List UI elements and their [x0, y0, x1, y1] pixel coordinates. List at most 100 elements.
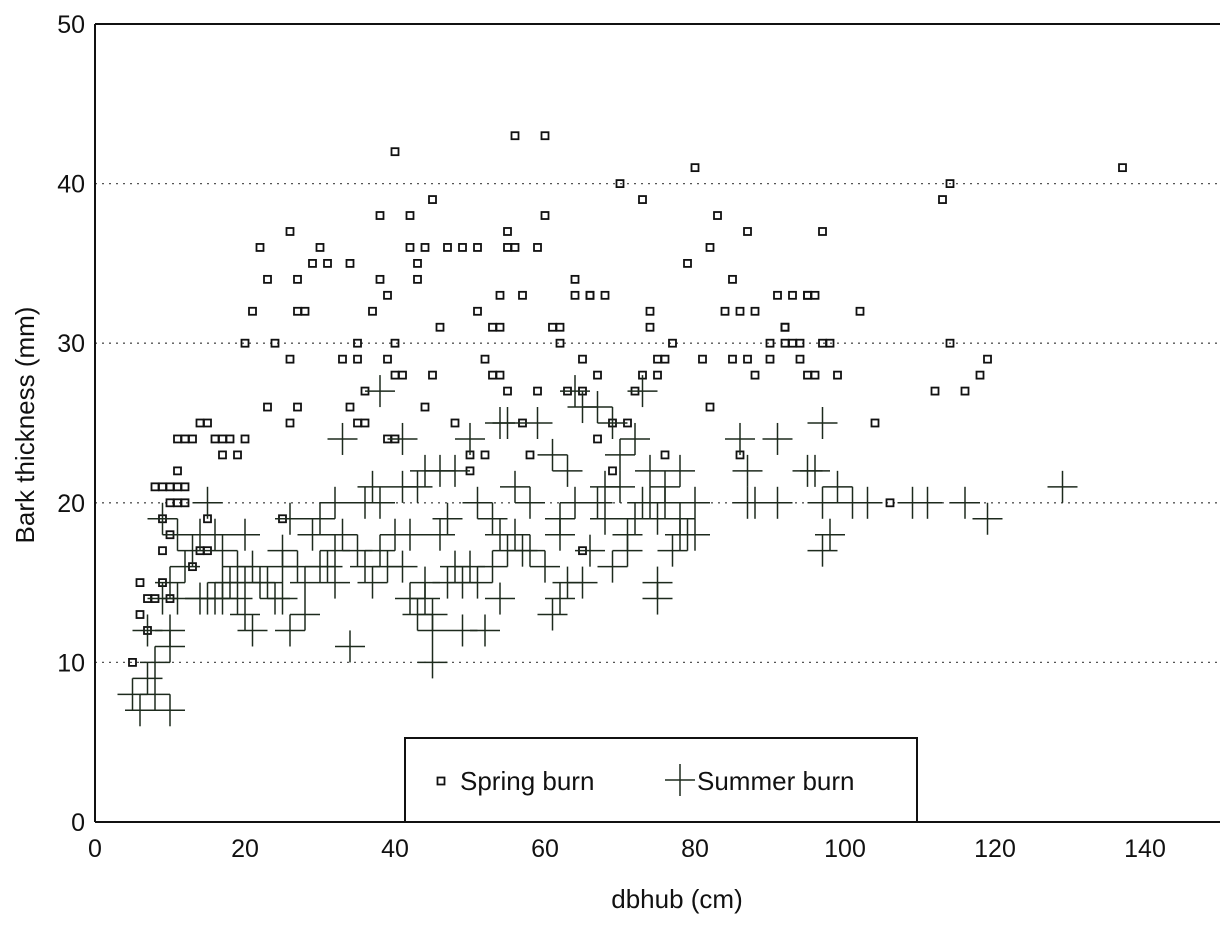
- summer-burn-point: [320, 566, 350, 599]
- spring-burn-point: [960, 386, 970, 396]
- spring-burn-point: [293, 306, 302, 316]
- spring-burn-point: [795, 354, 805, 364]
- legend-box: [404, 737, 918, 823]
- spring-burn-point: [503, 243, 512, 252]
- summer-burn-point: [575, 534, 605, 567]
- summer-burn-point: [807, 534, 838, 567]
- spring-burn-point: [713, 211, 722, 220]
- summer-burn-point: [387, 550, 418, 583]
- spring-burn-point: [480, 450, 490, 460]
- spring-burn-point: [420, 243, 430, 252]
- spring-burn-point: [788, 338, 797, 348]
- summer-burn-point: [530, 550, 560, 583]
- spring-burn-point: [780, 322, 790, 332]
- summer-burn-point: [582, 486, 613, 519]
- spring-burn-point: [510, 243, 520, 252]
- spring-burn-point: [413, 258, 422, 268]
- data-points: [117, 131, 1127, 727]
- spring-burn-point: [353, 354, 362, 364]
- spring-burn-point: [495, 370, 505, 380]
- spring-burn-point: [150, 482, 160, 492]
- spring-burn-point: [293, 402, 302, 412]
- spring-burn-point: [593, 434, 602, 444]
- y-tick-label: 10: [57, 649, 85, 677]
- spring-burn-point: [645, 306, 655, 316]
- summer-burn-point: [327, 518, 358, 551]
- summer-burn-point: [657, 534, 688, 567]
- spring-burn-point: [555, 322, 565, 332]
- spring-burn-point: [803, 290, 812, 300]
- summer-burn-point: [485, 582, 515, 615]
- summer-burn-point: [417, 646, 448, 679]
- summer-burn-point: [177, 534, 208, 567]
- spring-burn-point: [540, 211, 550, 220]
- x-tick-label: 60: [531, 835, 559, 863]
- spring-burn-point: [495, 290, 505, 300]
- spring-burn-point: [285, 227, 295, 236]
- spring-burn-point: [345, 402, 355, 412]
- spring-burn-point: [285, 354, 295, 364]
- summer-burn-point: [500, 470, 530, 503]
- axes: [94, 23, 1220, 823]
- summer-burn-point: [432, 502, 463, 535]
- spring-burn-point: [585, 290, 595, 300]
- spring-burn-point: [600, 290, 610, 300]
- legend-label-summer: Summer burn: [697, 766, 855, 796]
- summer-burn-point: [665, 454, 695, 487]
- summer-burn-point: [635, 454, 665, 487]
- spring-burn-point: [420, 402, 430, 412]
- summer-burn-point: [290, 566, 320, 599]
- summer-burn-point: [275, 614, 305, 647]
- summer-burn-point: [545, 582, 575, 615]
- summer-burn-point: [612, 518, 643, 551]
- spring-burn-point: [773, 290, 782, 300]
- spring-burn-point: [173, 482, 182, 492]
- spring-burn-point: [398, 370, 407, 380]
- summer-burn-point: [537, 598, 568, 631]
- spring-burn-point: [413, 274, 422, 284]
- spring-burn-point: [315, 243, 325, 252]
- spring-burn-point: [683, 258, 692, 268]
- spring-burn-point: [810, 370, 820, 380]
- legend-marker-plus: [665, 764, 695, 796]
- spring-burn-point: [345, 258, 355, 268]
- spring-burn-point: [353, 418, 362, 428]
- summer-burn-point: [627, 375, 658, 408]
- legend-marker-square: [436, 776, 446, 786]
- summer-burn-point: [290, 598, 320, 631]
- spring-burn-point: [458, 243, 467, 252]
- summer-burn-point: [552, 454, 583, 487]
- summer-burn-point: [275, 502, 305, 535]
- summer-burn-point: [642, 566, 673, 599]
- spring-burn-point: [698, 354, 707, 364]
- summer-burn-point: [515, 534, 545, 567]
- x-tick-label: 0: [88, 835, 102, 863]
- summer-burn-point: [537, 438, 568, 471]
- spring-burn-point: [488, 322, 497, 332]
- spring-burn-point: [578, 354, 587, 364]
- summer-burn-point: [327, 422, 358, 455]
- spring-burn-point: [173, 434, 182, 444]
- spring-burn-point: [263, 274, 272, 284]
- spring-burn-point: [180, 434, 190, 444]
- spring-burn-point: [533, 243, 542, 252]
- spring-burn-point: [668, 338, 677, 348]
- spring-burn-point: [188, 434, 197, 444]
- spring-burn-point: [795, 338, 805, 348]
- summer-burn-point: [237, 550, 268, 583]
- spring-burn-point: [165, 482, 175, 492]
- spring-burn-point: [803, 290, 812, 300]
- spring-burn-point: [405, 211, 415, 220]
- spring-burn-point: [135, 578, 145, 587]
- spring-burn-point: [308, 258, 317, 268]
- x-tick-label: 20: [231, 835, 259, 863]
- spring-burn-point: [743, 227, 752, 236]
- spring-burn-point: [593, 370, 602, 380]
- spring-burn-point: [503, 227, 512, 236]
- y-tick-label: 50: [57, 11, 85, 39]
- spring-burn-point: [480, 354, 490, 364]
- summer-burn-point: [140, 646, 170, 679]
- spring-burn-point: [435, 322, 445, 332]
- summer-burn-point: [252, 566, 283, 599]
- summer-burn-point: [425, 518, 455, 551]
